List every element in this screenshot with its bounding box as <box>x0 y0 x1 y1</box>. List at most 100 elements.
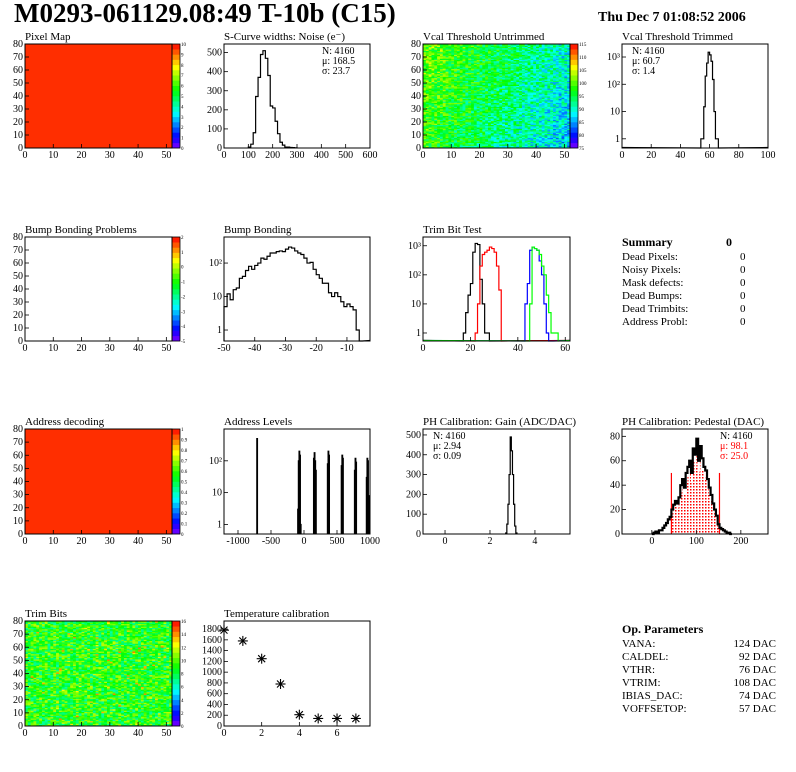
heatmap-cell <box>533 55 537 58</box>
heatmap-cell <box>476 81 480 84</box>
heatmap-cell <box>448 138 452 141</box>
heatmap-cell <box>547 49 551 51</box>
heatmap-cell <box>533 122 537 124</box>
heatmap-cell <box>33 687 37 690</box>
heatmap-cell <box>490 122 495 124</box>
colorbar-segment <box>570 101 578 107</box>
heatmap-cell <box>558 46 562 49</box>
heatmap-cell <box>473 84 478 86</box>
heatmap-cell <box>451 141 455 144</box>
heatmap-cell <box>439 128 444 131</box>
heatmap-cell <box>541 84 545 86</box>
heatmap-cell <box>493 84 497 86</box>
heatmap-cell <box>488 114 492 116</box>
heatmap-cell <box>471 72 475 75</box>
heatmap-cell <box>499 99 503 102</box>
heatmap-cell <box>465 125 469 128</box>
heatmap-cell <box>538 112 543 115</box>
heatmap-cell <box>30 632 34 635</box>
heatmap-cell <box>454 135 458 137</box>
heatmap-cell <box>442 54 447 57</box>
heatmap-cell <box>527 132 531 135</box>
heatmap-cell <box>558 75 562 77</box>
heatmap-cell <box>459 49 463 51</box>
heatmap-cell <box>468 86 472 89</box>
heatmap-cell <box>547 68 551 71</box>
heatmap-cell <box>479 128 483 131</box>
heatmap-cell <box>530 137 534 140</box>
heatmap-cell <box>502 73 506 76</box>
heatmap-cell <box>499 86 503 89</box>
heatmap-cell <box>521 133 526 136</box>
heatmap-cell <box>547 127 551 129</box>
heatmap-cell <box>25 680 29 682</box>
heatmap-cell <box>482 89 486 92</box>
heatmap-cell <box>555 118 560 120</box>
heatmap-cell <box>30 707 34 710</box>
heatmap-cell <box>519 80 523 83</box>
heatmap-cell <box>513 58 517 60</box>
heatmap-cell <box>465 133 469 136</box>
heatmap-cell <box>434 115 438 118</box>
heatmap-cell <box>524 46 528 49</box>
heatmap-cell <box>538 60 543 63</box>
heatmap-cell <box>488 99 492 102</box>
heatmap-cell <box>527 101 531 103</box>
heatmap-cell <box>502 60 506 63</box>
heatmap-cell <box>507 86 512 89</box>
heatmap-cell <box>454 92 458 94</box>
heatmap-cell <box>502 97 506 99</box>
heatmap-cell <box>541 105 545 107</box>
heatmap-cell <box>425 66 430 68</box>
heatmap-cell <box>465 106 469 109</box>
heatmap-cell <box>437 88 441 90</box>
heatmap-cell <box>524 115 528 118</box>
heatmap-cell <box>33 634 37 636</box>
heatmap-cell <box>488 85 492 88</box>
heatmap-cell <box>471 81 475 84</box>
colorbar-segment <box>570 64 578 71</box>
heatmap-cell <box>431 137 435 140</box>
heatmap-cell <box>445 124 449 127</box>
heatmap-cell <box>445 71 449 73</box>
heatmap-cell <box>538 44 543 46</box>
heatmap-cell <box>431 86 435 89</box>
heatmap-cell <box>473 118 478 120</box>
heatmap-cell <box>476 124 480 127</box>
heatmap-cell <box>439 144 444 146</box>
heatmap-cell <box>555 99 560 102</box>
heatmap-cell <box>451 132 455 135</box>
heatmap-cell <box>437 96 441 98</box>
heatmap-cell <box>456 60 461 63</box>
heatmap-cell <box>439 58 444 60</box>
heatmap-cell <box>431 114 435 116</box>
heatmap-cell <box>462 115 466 118</box>
y-tick-label: 40 <box>13 91 23 102</box>
heatmap-cell <box>459 136 463 138</box>
heatmap-cell <box>451 123 455 125</box>
heatmap-cell <box>439 122 444 124</box>
heatmap-cell <box>33 672 37 674</box>
heatmap-cell <box>33 707 37 710</box>
heatmap-cell <box>553 102 557 105</box>
page-title: M0293-061129.08:49 T-10b (C15) <box>14 0 396 28</box>
heatmap-cell <box>490 75 495 77</box>
heatmap-cell <box>544 67 548 70</box>
heatmap-cell <box>504 105 509 107</box>
heatmap-cell <box>488 103 492 106</box>
heatmap-cell <box>555 92 560 94</box>
heatmap-cell <box>536 123 540 125</box>
heatmap-cell <box>36 640 40 643</box>
heatmap-cell <box>510 80 514 83</box>
heatmap-cell <box>445 46 449 49</box>
heatmap-cell <box>493 73 497 76</box>
vcal-untrimmed-chart: Vcal Threshold Untrimmed7580859095100105… <box>411 31 587 161</box>
heatmap-cell <box>513 66 517 68</box>
heatmap-cell <box>431 70 435 72</box>
heatmap-cell <box>550 140 554 142</box>
heatmap-cell <box>448 99 452 102</box>
heatmap-cell <box>456 55 461 58</box>
heatmap-cell <box>423 123 427 125</box>
heatmap-cell <box>516 145 520 148</box>
heatmap-cell <box>544 70 548 72</box>
